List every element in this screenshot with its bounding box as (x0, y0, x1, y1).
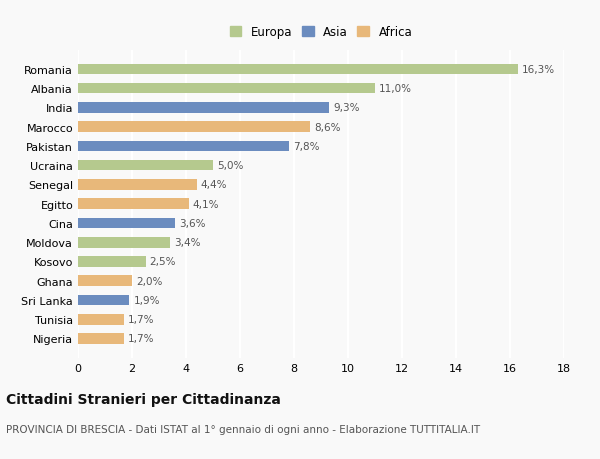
Text: 4,1%: 4,1% (193, 199, 219, 209)
Text: 2,0%: 2,0% (136, 276, 163, 286)
Text: 7,8%: 7,8% (293, 142, 319, 151)
Bar (78, 334, 124, 344)
Text: 3,4%: 3,4% (174, 238, 200, 248)
Text: 4,4%: 4,4% (201, 180, 227, 190)
Bar (78, 103, 329, 113)
Text: PROVINCIA DI BRESCIA - Dati ISTAT al 1° gennaio di ogni anno - Elaborazione TUTT: PROVINCIA DI BRESCIA - Dati ISTAT al 1° … (6, 425, 480, 435)
Legend: Europa, Asia, Africa: Europa, Asia, Africa (226, 22, 416, 43)
Bar (78, 84, 375, 94)
Text: 1,9%: 1,9% (133, 295, 160, 305)
Bar (78, 122, 310, 133)
Text: 2,5%: 2,5% (149, 257, 176, 267)
Text: 9,3%: 9,3% (333, 103, 359, 113)
Text: 3,6%: 3,6% (179, 218, 206, 229)
Bar (78, 141, 289, 152)
Bar (78, 314, 124, 325)
Bar (78, 180, 197, 190)
Text: 5,0%: 5,0% (217, 161, 244, 171)
Bar (78, 161, 213, 171)
Bar (78, 199, 188, 210)
Text: 16,3%: 16,3% (522, 65, 555, 75)
Bar (78, 257, 146, 267)
Bar (78, 218, 175, 229)
Text: 8,6%: 8,6% (314, 123, 341, 132)
Bar (78, 276, 132, 286)
Bar (78, 237, 170, 248)
Text: 11,0%: 11,0% (379, 84, 412, 94)
Text: 1,7%: 1,7% (128, 314, 154, 325)
Bar (78, 64, 518, 75)
Bar (78, 295, 130, 306)
Text: Cittadini Stranieri per Cittadinanza: Cittadini Stranieri per Cittadinanza (6, 392, 281, 406)
Text: 1,7%: 1,7% (128, 334, 154, 344)
